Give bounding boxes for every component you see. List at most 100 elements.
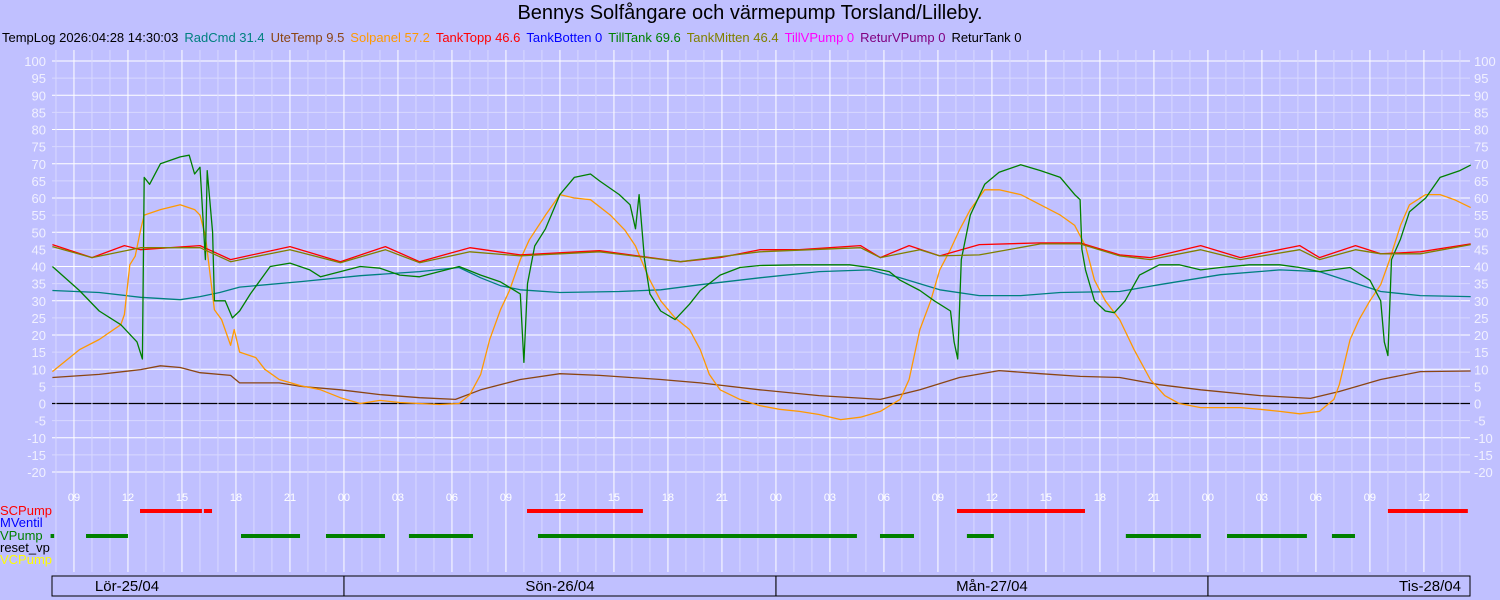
y-tick-label-right: 85 — [1474, 105, 1488, 120]
status-row-label-reset_vp: reset_vp — [0, 540, 50, 555]
y-tick-label-left: 15 — [32, 345, 46, 360]
status-bar-vpump — [879, 534, 914, 538]
status-row-label-scpump: SCPump — [0, 503, 53, 518]
y-tick-label-right: 25 — [1474, 311, 1488, 326]
status-bar-scpump — [527, 509, 643, 513]
day-label: Tis-28/04 — [1399, 578, 1461, 595]
y-tick-label-right: 65 — [1474, 174, 1488, 189]
x-tick-label: 03 — [824, 492, 836, 504]
x-tick-label: 15 — [608, 492, 620, 504]
y-tick-label-right: 60 — [1474, 191, 1488, 206]
y-tick-label-left: 35 — [32, 277, 46, 292]
x-tick-label: 18 — [230, 492, 242, 504]
status-bar-vpump — [1125, 534, 1201, 538]
x-tick-label: 12 — [986, 492, 998, 504]
status-bar-vpump — [408, 534, 474, 538]
legend-item: Solpanel 57.2 — [350, 30, 430, 45]
x-tick-label: 09 — [932, 492, 944, 504]
y-tick-label-left: -20 — [27, 465, 46, 480]
x-tick-label: 15 — [1040, 492, 1052, 504]
y-tick-label-right: 20 — [1474, 328, 1488, 343]
status-row-label-vcpump: VCPump — [0, 552, 53, 567]
x-tick-label: 09 — [68, 492, 80, 504]
status-bar-scpump — [1387, 509, 1468, 513]
y-tick-label-right: 5 — [1474, 379, 1481, 394]
day-label: Lör-25/04 — [95, 578, 159, 595]
day-boxes: Lör-25/04 Sön-26/04 Mån-27/04 Tis-28/04 — [51, 575, 1471, 597]
legend-item: TillVPump 0 — [784, 30, 855, 45]
y-tick-label-left: 25 — [32, 311, 46, 326]
y-tick-label-left: 10 — [32, 362, 46, 377]
x-tick-label: 12 — [554, 492, 566, 504]
y-tick-label-right: 55 — [1474, 208, 1488, 223]
x-tick-label: 18 — [1094, 492, 1106, 504]
x-tick-label: 00 — [1202, 492, 1214, 504]
status-row-label-mventil: MVentil — [0, 515, 43, 530]
y-tick-label-left: 95 — [32, 71, 46, 86]
y-tick-label-right: 75 — [1474, 140, 1488, 155]
x-tick-label: 15 — [176, 492, 188, 504]
x-tick-label: 06 — [878, 492, 890, 504]
grid — [52, 50, 1470, 572]
y-tick-label-left: 20 — [32, 328, 46, 343]
x-tick-label: 21 — [716, 492, 728, 504]
y-tick-label-right: -15 — [1474, 448, 1493, 463]
x-tick-label: 03 — [392, 492, 404, 504]
y-tick-label-left: 60 — [32, 191, 46, 206]
y-tick-label-left: 30 — [32, 294, 46, 309]
y-tick-label-right: -5 — [1474, 414, 1486, 429]
y-tick-label-right: 0 — [1474, 397, 1481, 412]
y-tick-label-left: 50 — [32, 225, 46, 240]
y-tick-label-left: 45 — [32, 242, 46, 257]
series-line-utetemp — [52, 365, 1471, 401]
x-tick-label: 00 — [338, 492, 350, 504]
x-tick-label: 21 — [284, 492, 296, 504]
y-tick-label-left: -15 — [27, 448, 46, 463]
y-tick-label-right: 30 — [1474, 294, 1488, 309]
status-bar-scpump — [957, 509, 1085, 513]
legend-item: ReturVPump 0 — [860, 30, 946, 45]
x-tick-label: 18 — [662, 492, 674, 504]
y-tick-label-left: 55 — [32, 208, 46, 223]
y-tick-label-right: 10 — [1474, 362, 1488, 377]
status-bar-vpump — [1331, 534, 1355, 538]
y-tick-label-right: 35 — [1474, 277, 1488, 292]
x-tick-label: 12 — [122, 492, 134, 504]
status-bar-vpump — [966, 534, 994, 538]
x-tick-label: 00 — [770, 492, 782, 504]
status-row-label-vpump: VPump — [0, 528, 43, 543]
y-tick-label-right: 70 — [1474, 157, 1488, 172]
y-tick-label-left: -10 — [27, 431, 46, 446]
legend-item: TillTank 69.6 — [608, 30, 681, 45]
y-tick-label-left: 85 — [32, 105, 46, 120]
y-tick-label-right: -10 — [1474, 431, 1493, 446]
status-bar-vpump — [537, 534, 857, 538]
y-tick-label-left: 0 — [39, 397, 46, 412]
legend-item: RadCmd 31.4 — [184, 30, 265, 45]
status-bar-vpump — [1227, 534, 1307, 538]
status-bar-vpump — [325, 534, 385, 538]
legend-item: TempLog 2026:04:28 14:30:03 — [2, 30, 179, 45]
y-tick-label-left: 5 — [39, 379, 46, 394]
x-tick-label: 09 — [1364, 492, 1376, 504]
legend-item: TankTopp 46.6 — [435, 30, 521, 45]
y-tick-label-left: 80 — [32, 123, 46, 138]
y-tick-label-right: 80 — [1474, 123, 1488, 138]
legend-item: UteTemp 9.5 — [270, 30, 345, 45]
legend: TempLog 2026:04:28 14:30:03 RadCmd 31.4 Ut… — [2, 30, 1028, 46]
y-tick-label-right: 15 — [1474, 345, 1488, 360]
legend-item: TankMitten 46.4 — [686, 30, 779, 45]
x-tick-label: 06 — [1310, 492, 1322, 504]
legend-item: ReturTank 0 — [951, 30, 1022, 45]
y-tick-label-left: 75 — [32, 140, 46, 155]
x-axis-labels: 09 12 15 18 21 00 03 06 09 12 15 18 21 00 03 06 09 12 15 18… — [68, 492, 1430, 504]
status-bar-vpump — [50, 534, 55, 538]
series-line-radcmd — [52, 266, 1471, 301]
day-label: Mån-27/04 — [956, 578, 1028, 595]
series-line-tilltank — [51, 154, 1471, 364]
y-tick-label-right: -20 — [1474, 465, 1493, 480]
legend-item: TankBotten 0 — [526, 30, 603, 45]
series-line-solpanel — [51, 189, 1471, 421]
